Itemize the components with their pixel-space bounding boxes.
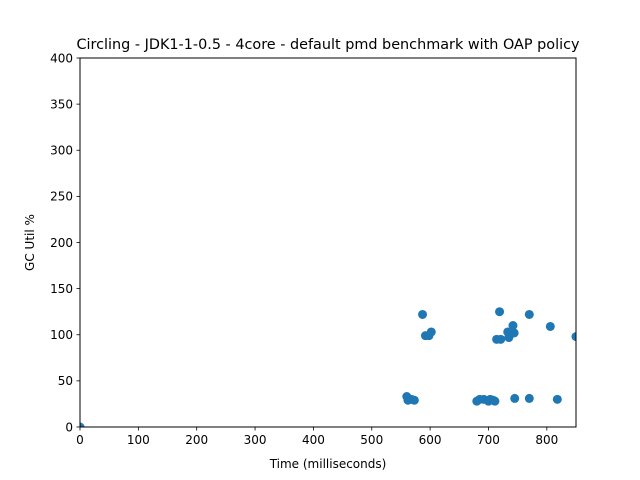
- data-point: [545, 321, 555, 331]
- y-tick-label: 0: [65, 420, 73, 434]
- plot-frame: [79, 57, 577, 428]
- y-tick-label: 200: [50, 236, 73, 250]
- data-point: [524, 309, 534, 319]
- data-point: [510, 393, 520, 403]
- y-tick-label: 300: [50, 144, 73, 158]
- x-tick-label: 100: [127, 433, 150, 447]
- data-point: [409, 395, 419, 405]
- x-axis-title: Time (milliseconds): [269, 457, 387, 471]
- x-tick-label: 600: [419, 433, 442, 447]
- data-point: [426, 327, 436, 337]
- x-tick-label: 0: [76, 433, 84, 447]
- y-tick-label: 350: [50, 97, 73, 111]
- data-point: [571, 332, 576, 342]
- y-axis-title: GC Util %: [23, 214, 37, 271]
- data-point: [496, 334, 506, 344]
- y-tick-label: 250: [50, 190, 73, 204]
- y-tick-label: 50: [58, 374, 73, 388]
- data-point: [508, 321, 518, 331]
- data-point: [509, 328, 519, 338]
- chart-title: Circling - JDK1-1-0.5 - 4core - default …: [76, 37, 580, 53]
- plot-area: [80, 307, 576, 427]
- data-point: [552, 394, 562, 404]
- data-point: [524, 393, 534, 403]
- x-tick-label: 400: [302, 433, 325, 447]
- y-tick-label: 150: [50, 282, 73, 296]
- axis-ticks: 0 100 200 300 400 500 600 700 800 0 50 100 150 200 250…: [50, 51, 558, 447]
- x-tick-label: 500: [360, 433, 383, 447]
- y-tick-label: 400: [50, 51, 73, 65]
- x-tick-label: 200: [185, 433, 208, 447]
- x-tick-label: 800: [535, 433, 558, 447]
- data-point: [495, 307, 505, 317]
- x-tick-label: 700: [477, 433, 500, 447]
- x-tick-label: 300: [244, 433, 267, 447]
- data-point: [80, 422, 85, 427]
- data-point: [490, 396, 500, 406]
- y-tick-label: 100: [50, 328, 73, 342]
- data-point: [418, 309, 428, 319]
